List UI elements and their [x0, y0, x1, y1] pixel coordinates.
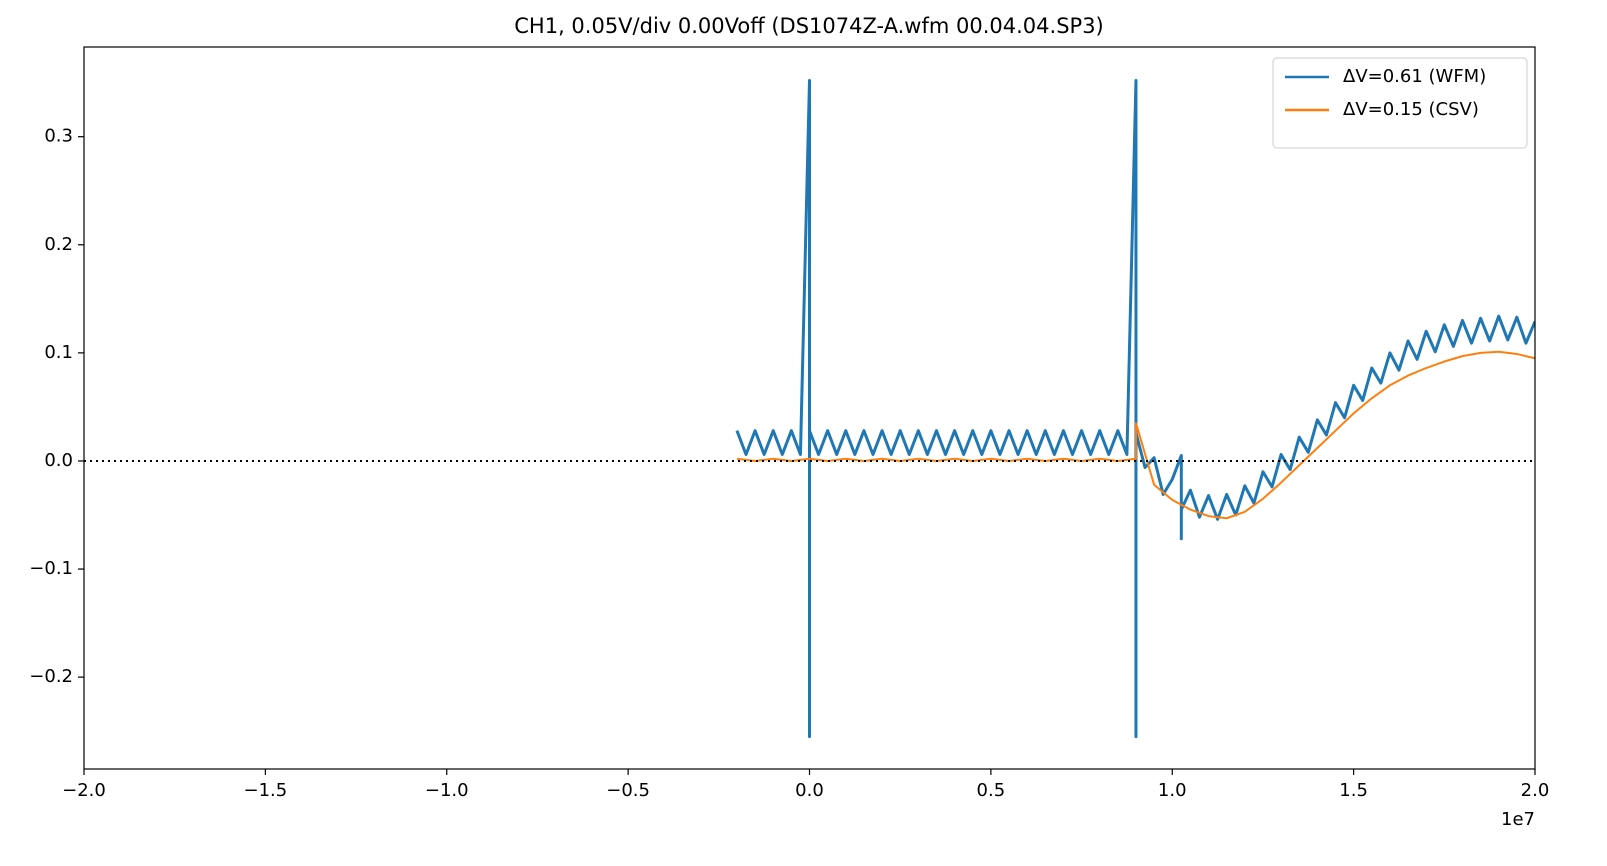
plot-frame: [83, 46, 1536, 770]
y-tick-label: 0.1: [44, 342, 73, 363]
y-tick-label: 0.3: [44, 126, 73, 147]
series-line: [735, 79, 1535, 739]
x-tick-label: 1.5: [1339, 780, 1368, 801]
legend-box: [1272, 57, 1528, 149]
chart-title: CH1, 0.05V/div 0.00Voff (DS1074Z-A.wfm 0…: [514, 14, 1104, 38]
x-tick-label: −2.0: [62, 780, 106, 801]
legend-label: ΔV=0.15 (CSV): [1343, 99, 1479, 120]
x-tick-label: 0.5: [977, 780, 1006, 801]
y-tick-label: 0.2: [44, 234, 73, 255]
series-line: [736, 350, 1535, 520]
plot-area: [735, 79, 1535, 739]
legend-label: ΔV=0.61 (WFM): [1343, 66, 1486, 87]
x-tick-label: 0.0: [795, 780, 824, 801]
x-tick-label: −1.0: [425, 780, 469, 801]
x-tick-label: −1.5: [244, 780, 288, 801]
x-tick-label: 2.0: [1521, 780, 1550, 801]
x-tick-label: −0.5: [606, 780, 650, 801]
x-tick-label: 1.0: [1158, 780, 1187, 801]
x-offset-label: 1e7: [1501, 809, 1535, 830]
y-tick-label: −0.2: [29, 666, 73, 687]
y-tick-label: −0.1: [29, 558, 73, 579]
y-tick-label: 0.0: [44, 450, 73, 471]
